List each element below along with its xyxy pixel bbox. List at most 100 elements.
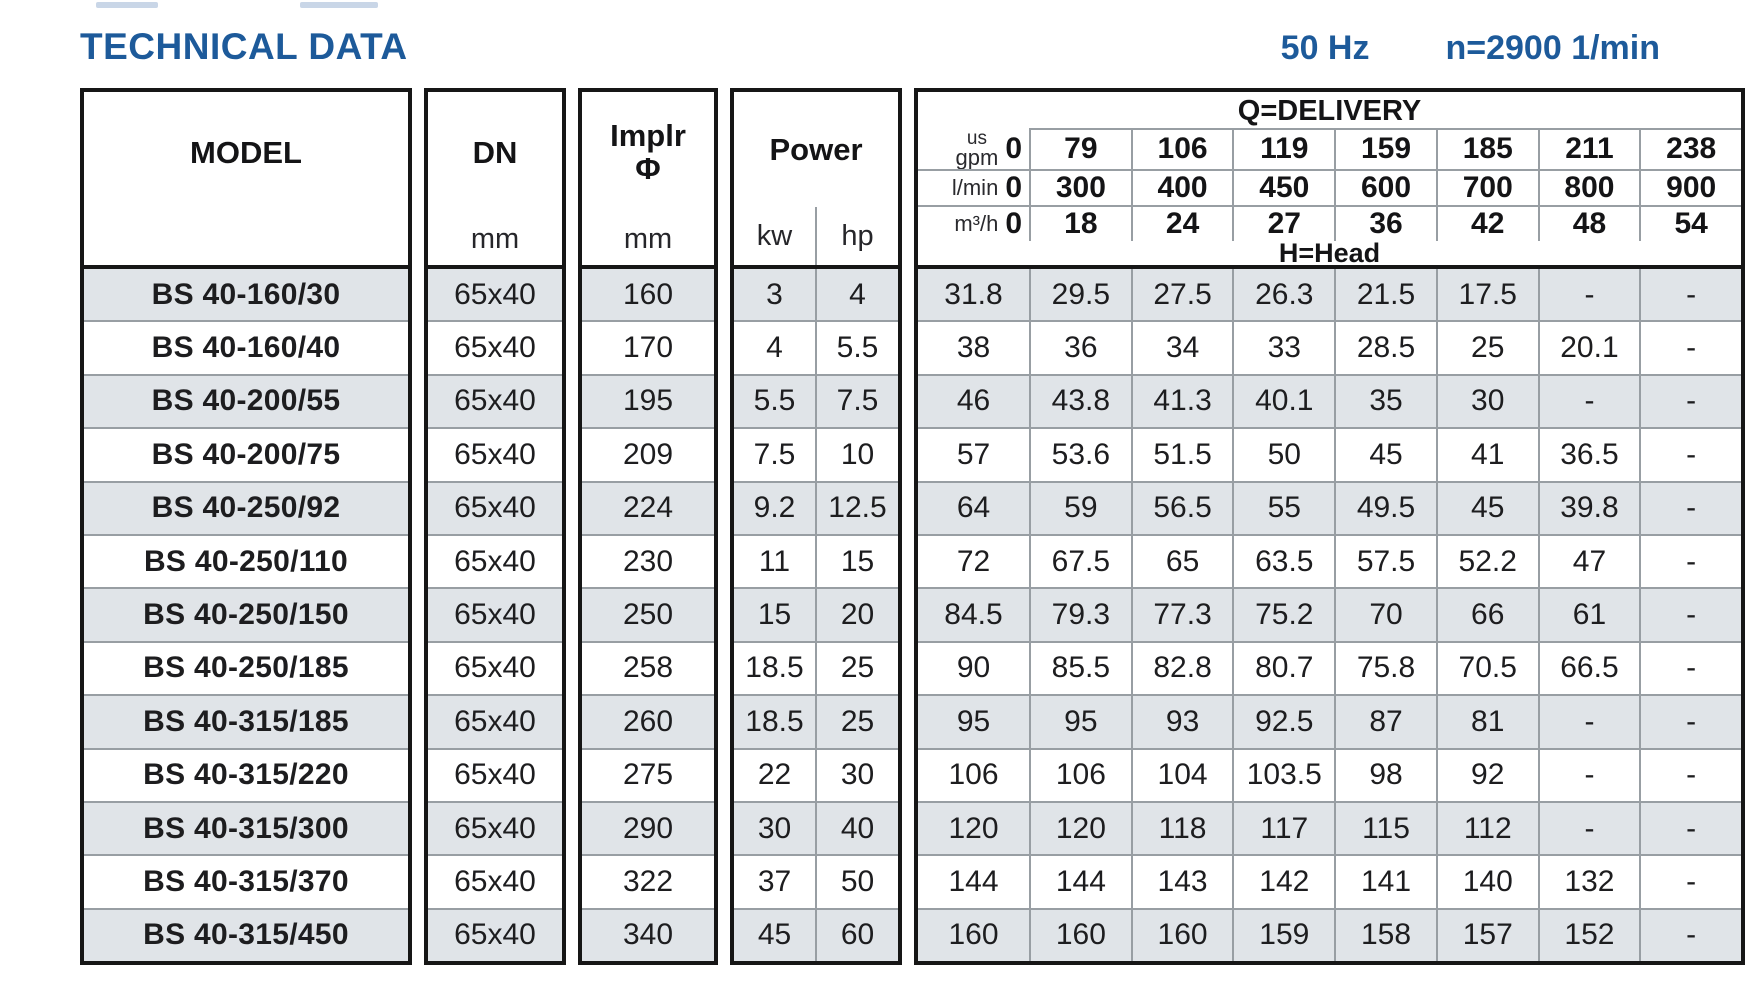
table-row: 65x40: [428, 373, 562, 428]
head-cell: 65: [1130, 535, 1233, 588]
head-cell: 104: [1130, 749, 1233, 801]
table-row: BS 40-315/185: [84, 694, 408, 748]
head-cell: 103.5: [1232, 749, 1334, 801]
table-row: 38 36 34 33 28.5 25 20.1-: [918, 320, 1741, 374]
flow-value: 27: [1232, 206, 1334, 241]
head-cell: 43.8: [1029, 375, 1131, 428]
table-row: 260: [582, 694, 714, 748]
head-cell: 158: [1334, 909, 1436, 962]
table-row: 160 160 160 159 158 157 152-: [918, 907, 1741, 962]
head-cell: 64: [956, 491, 991, 525]
table-row: 84.5 79.3 77.3 75.2 70 66 61-: [918, 587, 1741, 641]
flow-unit-label: l/min: [952, 176, 998, 199]
head-cell: 98: [1334, 749, 1436, 801]
flow-value: 238: [1639, 128, 1742, 169]
table-row: 64 59 56.5 55 49.5 45 39.8-: [918, 480, 1741, 534]
dn-cell: 65x40: [454, 544, 536, 578]
head-cell: 160: [1130, 909, 1233, 962]
power-kw-cell: 30: [757, 811, 792, 845]
flow-value: 400: [1130, 170, 1233, 205]
head-cell: -: [1639, 696, 1741, 748]
head-cell: 144: [1029, 856, 1131, 908]
table-row: 275: [582, 747, 714, 801]
power-kw-cell: 7.5: [753, 437, 796, 471]
head-cell: -: [1639, 909, 1741, 962]
table-row: 120 120 118 117 115 112- -: [918, 800, 1741, 855]
table-row: 65x40: [428, 269, 562, 321]
table-row: BS 40-250/150: [84, 587, 408, 641]
head-cell: 57: [956, 437, 991, 471]
head-cell: 92.5: [1232, 696, 1334, 748]
table-row: 9.2 12.5: [734, 480, 898, 534]
table-row: BS 40-315/370: [84, 854, 408, 908]
head-cell: 95: [956, 704, 991, 738]
unit-row: m³/h 0 18 24 27 36 42 48 54: [918, 204, 1741, 241]
flow-value: 24: [1130, 206, 1233, 241]
model-cell: BS 40-315/300: [143, 811, 349, 845]
head-cell: -: [1639, 429, 1741, 481]
table-row: BS 40-200/55: [84, 373, 408, 428]
head-cell: 49.5: [1334, 482, 1436, 534]
head-cell: 39.8: [1537, 482, 1640, 534]
table-row: BS 40-250/110: [84, 533, 408, 588]
column-header-impeller: Implr: [610, 117, 686, 153]
head-cell: 20.1: [1537, 322, 1640, 374]
table-row: 31.8 29.5 27.5 26.3 21.5 17.5- -: [918, 269, 1741, 321]
impeller-unit-label: mm: [623, 222, 673, 255]
model-cell: BS 40-160/30: [151, 277, 341, 311]
table-row: 170: [582, 320, 714, 374]
delivery-column-block: Q=DELIVERY us gpm 0 79 106 119 159 185 211 238 l/m…: [914, 88, 1745, 965]
dn-cell: 65x40: [454, 651, 536, 685]
model-cell: BS 40-315/220: [143, 758, 349, 792]
column-header-model: MODEL: [190, 134, 302, 170]
flow-unit-label: us gpm: [956, 129, 999, 169]
power-kw-cell: 18.5: [745, 651, 804, 685]
table-row: 46 43.8 41.3 40.1 35 30- -: [918, 373, 1741, 428]
impeller-cell: 260: [622, 704, 674, 738]
head-cell: 17.5: [1435, 269, 1538, 321]
head-cell: 93: [1130, 696, 1233, 748]
speed-label: n=2900 1/min: [1445, 29, 1660, 67]
head-cell: 40.1: [1232, 375, 1334, 428]
power-hp-cell: 50: [815, 856, 898, 908]
frequency-label: 50 Hz: [1280, 29, 1370, 67]
head-cell: 118: [1130, 802, 1233, 855]
dn-unit-label: mm: [470, 222, 520, 255]
head-cell: -: [1537, 749, 1640, 801]
head-cell: 117: [1232, 802, 1334, 855]
head-cell: 106: [1029, 749, 1131, 801]
head-cell: 120: [948, 811, 999, 845]
dn-cell: 65x40: [454, 704, 536, 738]
page-title: TECHNICAL DATA: [80, 26, 408, 67]
head-cell: 160: [1029, 909, 1131, 962]
model-unit-blank: [84, 213, 408, 265]
impeller-cell: 322: [622, 864, 674, 898]
table-row: 90 85.5 82.8 80.7 75.8 70.5 66.5-: [918, 640, 1741, 695]
head-cell: 79.3: [1029, 589, 1131, 641]
dn-cell: 65x40: [454, 277, 536, 311]
power-hp-cell: 30: [815, 749, 898, 801]
head-cell: 36.5: [1537, 429, 1640, 481]
dn-cell: 65x40: [454, 384, 536, 418]
table-row: BS 40-315/450: [84, 907, 408, 962]
head-cell: 70.5: [1435, 642, 1538, 695]
head-cell: -: [1639, 589, 1741, 641]
table-row: 258: [582, 640, 714, 695]
head-cell: 143: [1130, 856, 1233, 908]
impeller-cell: 209: [622, 437, 674, 471]
model-cell: BS 40-250/92: [151, 491, 341, 525]
head-cell: 51.5: [1130, 429, 1233, 481]
unit-label-cell: m³/h 0: [918, 207, 1029, 241]
power-hp-label: hp: [815, 207, 898, 265]
power-kw-cell: 45: [757, 918, 792, 952]
impeller-cell: 290: [622, 811, 674, 845]
power-hp-cell: 60: [815, 909, 898, 962]
table-row: 195: [582, 373, 714, 428]
table-row: 65x40: [428, 480, 562, 534]
model-header: MODEL: [84, 92, 408, 269]
head-cell: 38: [956, 331, 991, 365]
head-cell: 57.5: [1334, 535, 1436, 588]
head-cell: 85.5: [1029, 642, 1131, 695]
head-cell: 70: [1334, 589, 1436, 641]
power-kw-label: kw: [756, 219, 793, 252]
